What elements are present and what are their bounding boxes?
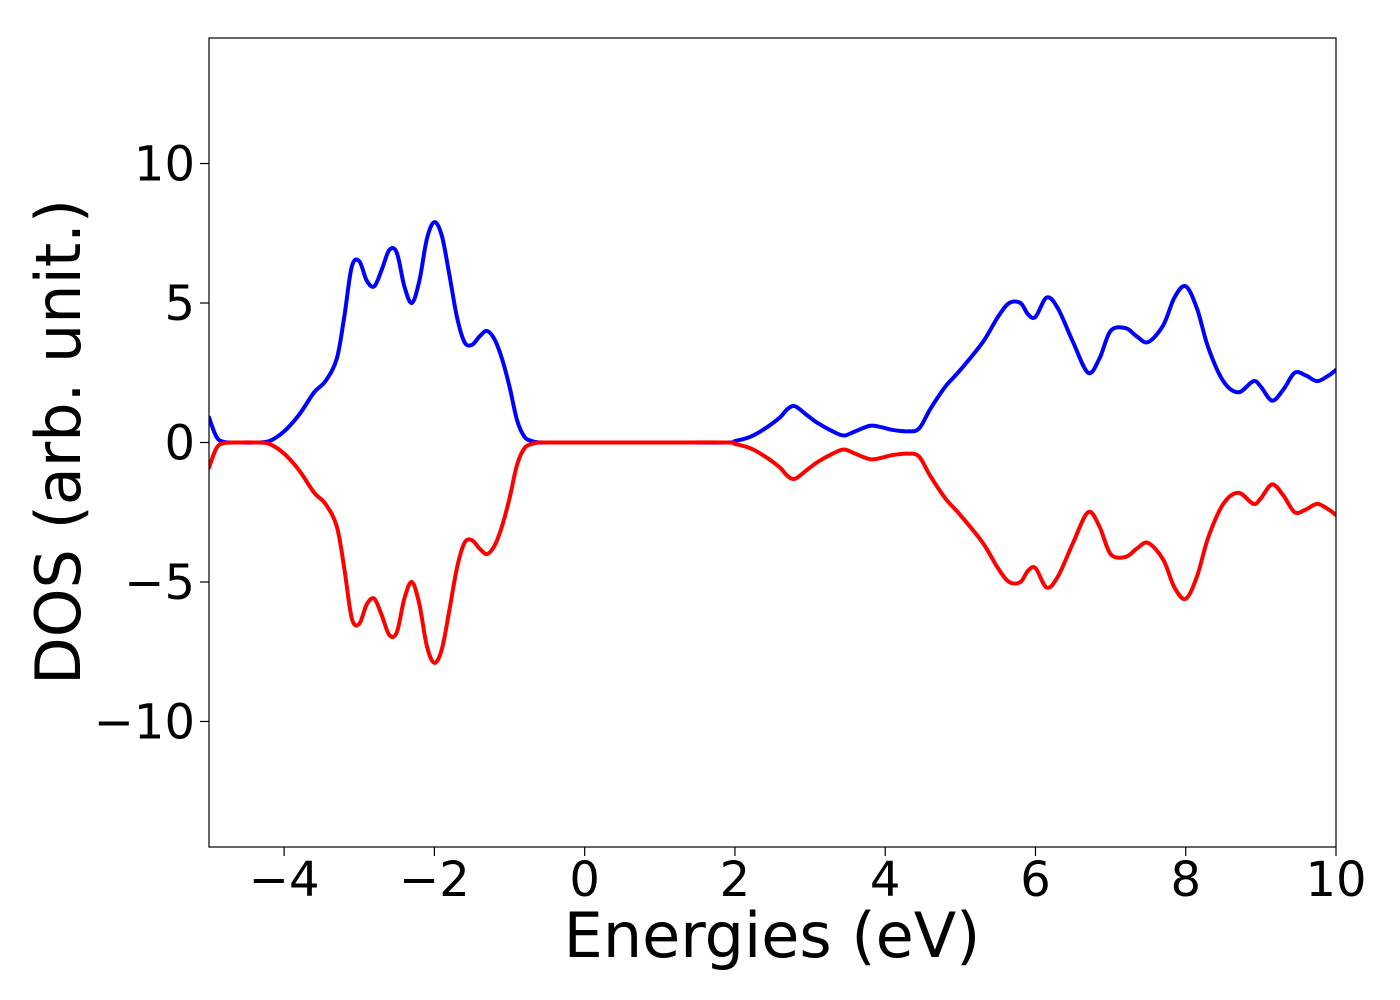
plot-frame <box>208 37 1337 848</box>
y-tick-label: 0 <box>164 416 195 472</box>
x-tick-label: 0 <box>569 852 600 908</box>
x-tick-label: −4 <box>249 852 320 908</box>
series-line-down <box>209 440 1336 665</box>
series-layer <box>209 220 1336 665</box>
series-line-up <box>209 220 1336 445</box>
y-tick-label: 5 <box>164 276 195 332</box>
y-axis-label: DOS (arb. unit.) <box>22 199 95 685</box>
x-tick-label: −2 <box>399 852 470 908</box>
x-tick-label: 8 <box>1170 852 1201 908</box>
x-tick-label: 6 <box>1020 852 1051 908</box>
x-tick-label: 4 <box>870 852 901 908</box>
x-axis: −4 −2 0 2 4 6 8 10 <box>249 847 1367 908</box>
y-axis: −10 −5 0 5 10 <box>94 137 209 750</box>
y-tick-label: 10 <box>134 137 195 193</box>
x-tick-label: 10 <box>1305 852 1366 908</box>
x-tick-label: 2 <box>720 852 751 908</box>
x-axis-label: Energies (eV) <box>564 899 981 972</box>
y-tick-label: −5 <box>124 555 195 611</box>
y-tick-label: −10 <box>94 694 195 750</box>
